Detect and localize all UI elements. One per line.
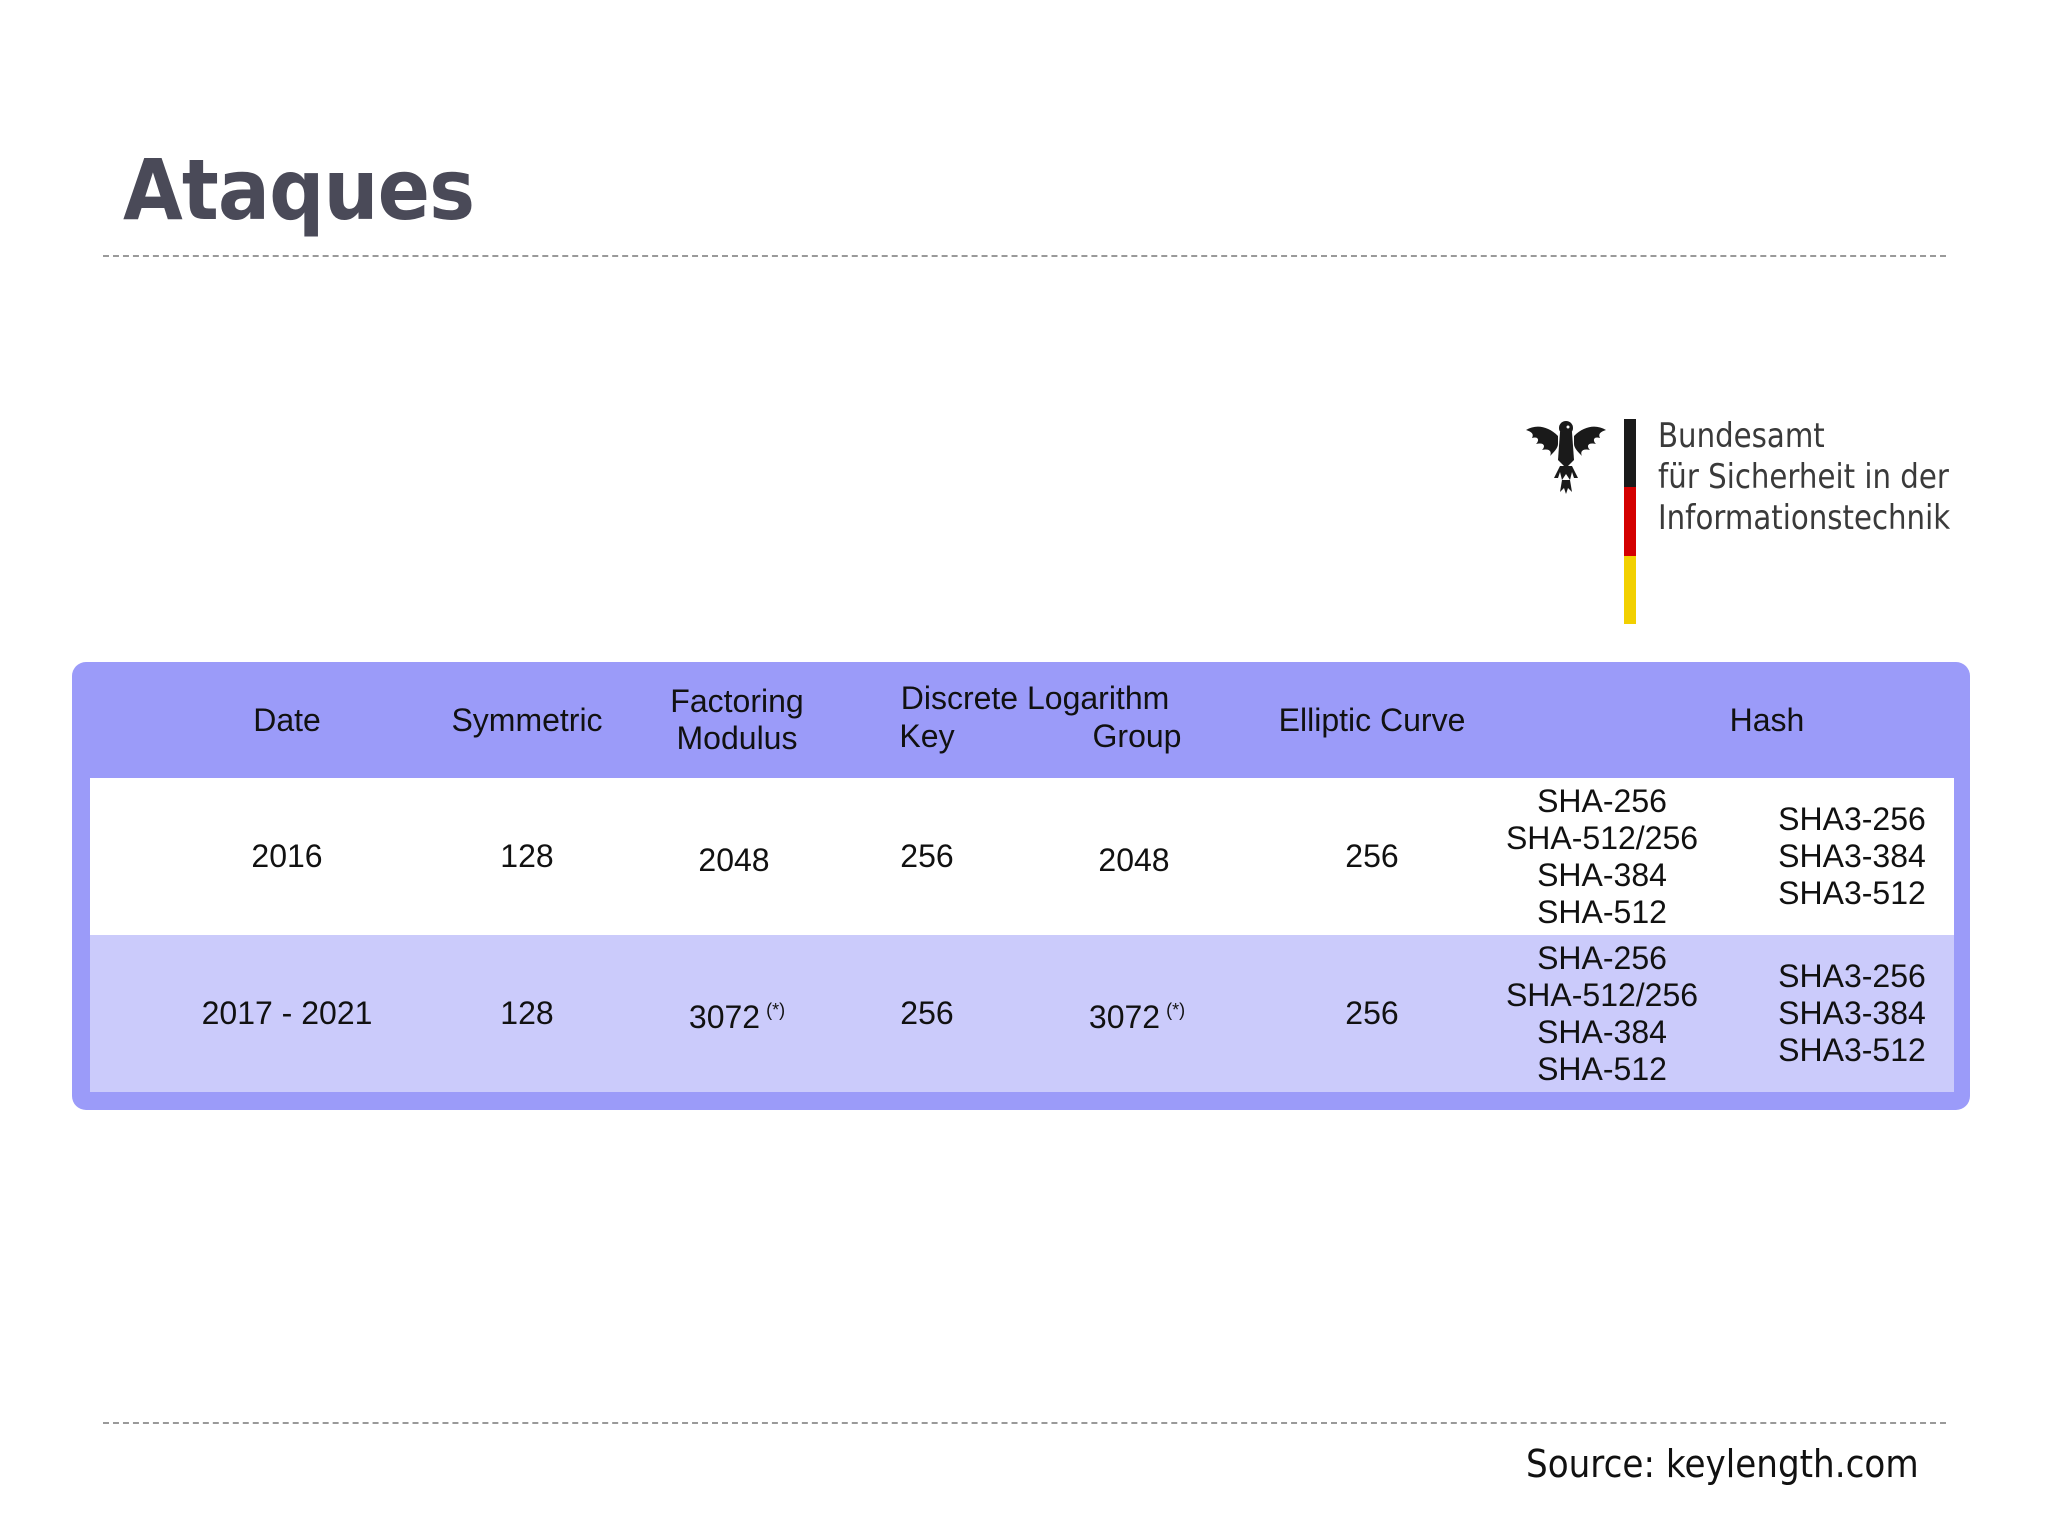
cell-factoring-value: 3072 [688,998,761,1035]
hash-item: SHA-512/256 [1505,819,1699,856]
hash-item: SHA-384 [1537,856,1667,893]
cell-date: 2016 [251,838,323,874]
cell-hash-sha3: SHA3-256 SHA3-384 SHA3-512 [1752,778,1952,935]
flag-gold-stripe [1624,555,1636,624]
logo-text: Bundesamt für Sicherheit in der Informat… [1658,416,1950,539]
header-dl-key: Key [899,718,955,754]
hash-item: SHA3-384 [1778,995,1926,1031]
cell-dl-group-value: 3072 [1088,998,1161,1035]
cell-factoring-note: (*) [766,999,786,1020]
cell-date: 2017 - 2021 [201,995,373,1031]
cell-symmetric: 128 [500,995,554,1031]
logo-line-2: für Sicherheit in der [1658,457,1949,497]
hash-item: SHA3-384 [1778,838,1926,874]
cell-dl-key: 256 [900,838,954,874]
header-discrete-logarithm-title: Discrete Logarithm [900,680,1170,716]
cell-dl-group-value: 2048 [1098,841,1170,878]
header-date: Date [253,701,321,738]
table-row: 2016 128 2048 256 2048 256 SHA-256 SHA-5… [90,778,1954,935]
header-elliptic-curve: Elliptic Curve [1278,701,1466,738]
cell-dl-key: 256 [900,995,954,1031]
logo-line-3: Informationstechnik [1658,498,1951,538]
flag-black-stripe [1624,419,1636,488]
hash-item: SHA-512 [1537,1050,1667,1087]
cell-hash-sha2: SHA-256 SHA-512/256 SHA-384 SHA-512 [1482,778,1722,935]
slide-title: Ataques [123,141,475,239]
header-factoring-line2: Modulus [676,720,798,756]
cell-dl-group-note: (*) [1166,999,1186,1020]
footer-divider [103,1422,1946,1424]
header-factoring-line1: Factoring [670,683,804,719]
cell-factoring: 2048 [642,778,832,935]
header-symmetric: Symmetric [451,701,603,738]
title-divider [103,255,1946,257]
cell-elliptic-curve: 256 [1345,838,1399,874]
cell-factoring: 3072 (*) [642,935,832,1092]
header-discrete-logarithm: Discrete Logarithm Key Group [872,662,1198,778]
cell-hash-sha2: SHA-256 SHA-512/256 SHA-384 SHA-512 [1482,935,1722,1092]
cell-hash-sha3: SHA3-256 SHA3-384 SHA3-512 [1752,935,1952,1092]
hash-item: SHA-256 [1537,939,1667,976]
cell-symmetric: 128 [500,838,554,874]
cell-factoring-value: 2048 [698,841,770,878]
bsi-logo: Bundesamt für Sicherheit in der Informat… [1524,416,1954,624]
cell-elliptic-curve: 256 [1345,995,1399,1031]
header-dl-group: Group [1092,718,1182,754]
hash-item: SHA3-256 [1778,801,1926,837]
cell-dl-group: 3072 (*) [1072,935,1202,1092]
federal-eagle-icon [1526,421,1606,494]
flag-red-stripe [1624,487,1636,556]
hash-item: SHA-384 [1537,1013,1667,1050]
german-flag-bar [1624,419,1636,624]
hash-item: SHA3-512 [1778,1032,1926,1068]
hash-item: SHA-512/256 [1505,976,1699,1013]
table-header: Date Symmetric Factoring Modulus Discret… [72,662,1970,778]
hash-item: SHA3-512 [1778,875,1926,911]
hash-item: SHA-256 [1537,782,1667,819]
logo-line-1: Bundesamt [1658,416,1825,456]
key-length-table: Date Symmetric Factoring Modulus Discret… [72,662,1970,1110]
header-hash: Hash [1729,701,1805,738]
header-factoring-modulus: Factoring Modulus [642,662,832,778]
cell-dl-group: 2048 [1072,778,1202,935]
hash-item: SHA-512 [1537,893,1667,930]
table-row: 2017 - 2021 128 3072 (*) 256 3072 (*) 256 … [90,935,1954,1092]
hash-item: SHA3-256 [1778,958,1926,994]
source-citation: Source: keylength.com [1526,1442,1919,1486]
